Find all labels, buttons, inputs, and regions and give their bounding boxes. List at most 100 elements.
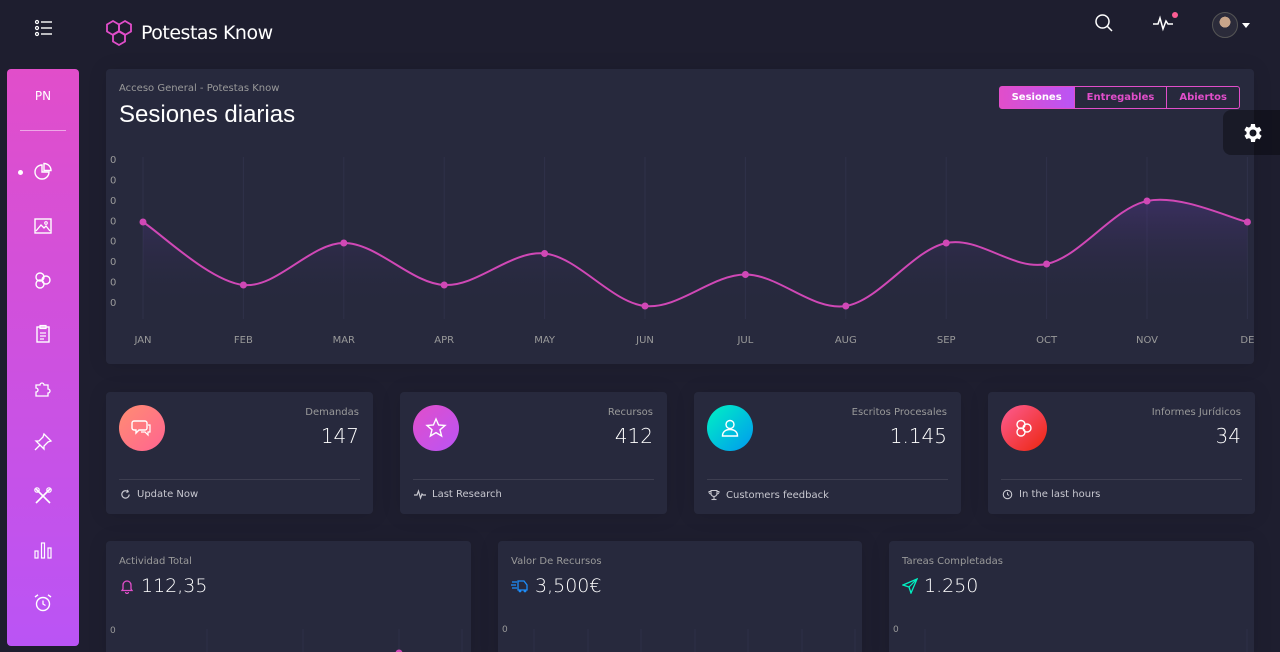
bell-icon — [120, 580, 134, 594]
stat-label: Demandas — [305, 407, 359, 418]
sidebar-item-images[interactable] — [7, 211, 79, 241]
x-tick-label: AUG — [835, 335, 857, 346]
y-tick-label: 0 — [110, 175, 116, 186]
data-point[interactable] — [641, 302, 649, 310]
bar-chart-icon — [34, 542, 52, 559]
data-point[interactable] — [139, 218, 147, 226]
sidebar-item-dashboard[interactable] — [7, 157, 79, 187]
pulse-icon — [414, 489, 426, 500]
y-tick-label: 0 — [110, 216, 116, 227]
chart-category: Acceso General - Potestas Know — [119, 83, 280, 94]
stat-footer[interactable]: Update Now — [120, 489, 198, 500]
caret-down-icon — [1242, 22, 1250, 28]
settings-plugin-button[interactable] — [1223, 110, 1280, 155]
data-point[interactable] — [440, 281, 448, 289]
chart-tab-group: Sesiones Entregables Abiertos — [998, 86, 1240, 109]
molecule-icon — [1016, 419, 1032, 437]
y-tick-label: 0 — [110, 257, 116, 268]
x-tick-label: JAN — [133, 335, 151, 346]
menu-toggle-button[interactable] — [34, 18, 54, 38]
data-point[interactable] — [942, 239, 950, 247]
stat-footer[interactable]: Customers feedback — [708, 489, 829, 501]
card-category: Tareas Completadas — [902, 556, 1003, 567]
data-point[interactable] — [1143, 197, 1151, 205]
sidebar-item-atom[interactable] — [7, 265, 79, 295]
tab-sesiones[interactable]: Sesiones — [998, 86, 1075, 109]
image-icon — [34, 218, 52, 234]
stat-footer-text: Last Research — [432, 489, 502, 500]
stat-value: 34 — [1215, 424, 1241, 448]
x-tick-label: NOV — [1136, 335, 1158, 346]
chat-bubbles-icon — [131, 420, 151, 437]
y-tick-label: 0 — [110, 278, 116, 289]
card-category: Valor De Recursos — [511, 556, 602, 567]
sidebar-item-clipboard[interactable] — [7, 319, 79, 349]
mini-line-chart — [924, 629, 1248, 652]
divider — [413, 479, 654, 480]
clock-icon — [1002, 489, 1013, 500]
tareas-completadas-card: Tareas Completadas 1.250 0 — [889, 541, 1254, 652]
delivery-icon — [511, 580, 528, 593]
data-point[interactable] — [741, 271, 749, 278]
data-point[interactable] — [541, 250, 549, 257]
data-point — [395, 649, 403, 652]
y-tick-label: 0 — [110, 155, 116, 166]
stat-footer[interactable]: Last Research — [414, 489, 502, 500]
sidebar-item-stats[interactable] — [7, 535, 79, 565]
send-icon — [902, 578, 918, 594]
data-point[interactable] — [340, 239, 348, 247]
refresh-icon — [121, 489, 130, 499]
stat-footer-text: In the last hours — [1019, 489, 1101, 500]
x-tick-label: DE — [1240, 335, 1254, 346]
sidebar-item-tools[interactable] — [7, 481, 79, 511]
chart-pie-icon — [34, 162, 52, 180]
sessions-chart-card: Acceso General - Potestas Know Sesiones … — [106, 69, 1254, 364]
search-button[interactable] — [1094, 13, 1114, 37]
user-menu-button[interactable] — [1212, 12, 1250, 38]
stat-value: 1.145 — [889, 424, 947, 448]
sidebar-item-alarm[interactable] — [7, 588, 79, 618]
notifications-button[interactable] — [1152, 12, 1178, 37]
y-tick-label: 0 — [110, 298, 116, 309]
active-indicator — [18, 170, 23, 175]
stat-card-escritos: Escritos Procesales 1.145 Customers feed… — [694, 392, 961, 514]
tab-abiertos[interactable]: Abiertos — [1167, 86, 1240, 109]
divider — [119, 479, 360, 480]
chart-title: Sesiones diarias — [119, 101, 296, 128]
data-point[interactable] — [239, 281, 247, 289]
x-tick-label: JUL — [736, 335, 753, 346]
pulse-icon — [1153, 15, 1173, 32]
mini-line-chart — [206, 629, 463, 652]
stat-label: Escritos Procesales — [851, 407, 947, 418]
card-value-row: 3,500€ — [511, 575, 601, 597]
y-tick-label: 0 — [110, 196, 116, 207]
tab-entregables[interactable]: Entregables — [1074, 86, 1168, 109]
data-point[interactable] — [842, 302, 850, 310]
actividad-total-card: Actividad Total 112,35 0 — [106, 541, 471, 652]
stat-card-demandas: Demandas 147 Update Now — [106, 392, 373, 514]
y-tick-label: 0 — [893, 625, 899, 635]
sidebar: PN — [7, 69, 79, 646]
sidebar-item-puzzle[interactable] — [7, 373, 79, 403]
alarm-icon — [34, 594, 52, 612]
card-category: Actividad Total — [119, 556, 192, 567]
notification-dot — [1172, 12, 1178, 18]
user-icon — [721, 419, 739, 437]
sidebar-logo[interactable]: PN — [34, 89, 52, 103]
data-point[interactable] — [1043, 260, 1051, 268]
y-tick-label: 0 — [110, 626, 116, 636]
tools-icon — [34, 487, 52, 504]
stat-value: 147 — [320, 424, 359, 448]
y-tick-label: 0 — [502, 625, 508, 635]
stat-label: Recursos — [607, 407, 653, 418]
x-tick-label: APR — [434, 335, 454, 346]
sidebar-item-pin[interactable] — [7, 427, 79, 457]
x-tick-label: MAY — [534, 335, 556, 346]
hexagon-logo-icon — [106, 19, 132, 47]
stat-footer[interactable]: In the last hours — [1002, 489, 1100, 500]
series-area — [143, 199, 1248, 307]
clipboard-icon — [36, 324, 50, 343]
list-icon — [34, 19, 52, 37]
brand[interactable]: Potestas Know — [105, 19, 273, 47]
data-point[interactable] — [1243, 218, 1251, 226]
